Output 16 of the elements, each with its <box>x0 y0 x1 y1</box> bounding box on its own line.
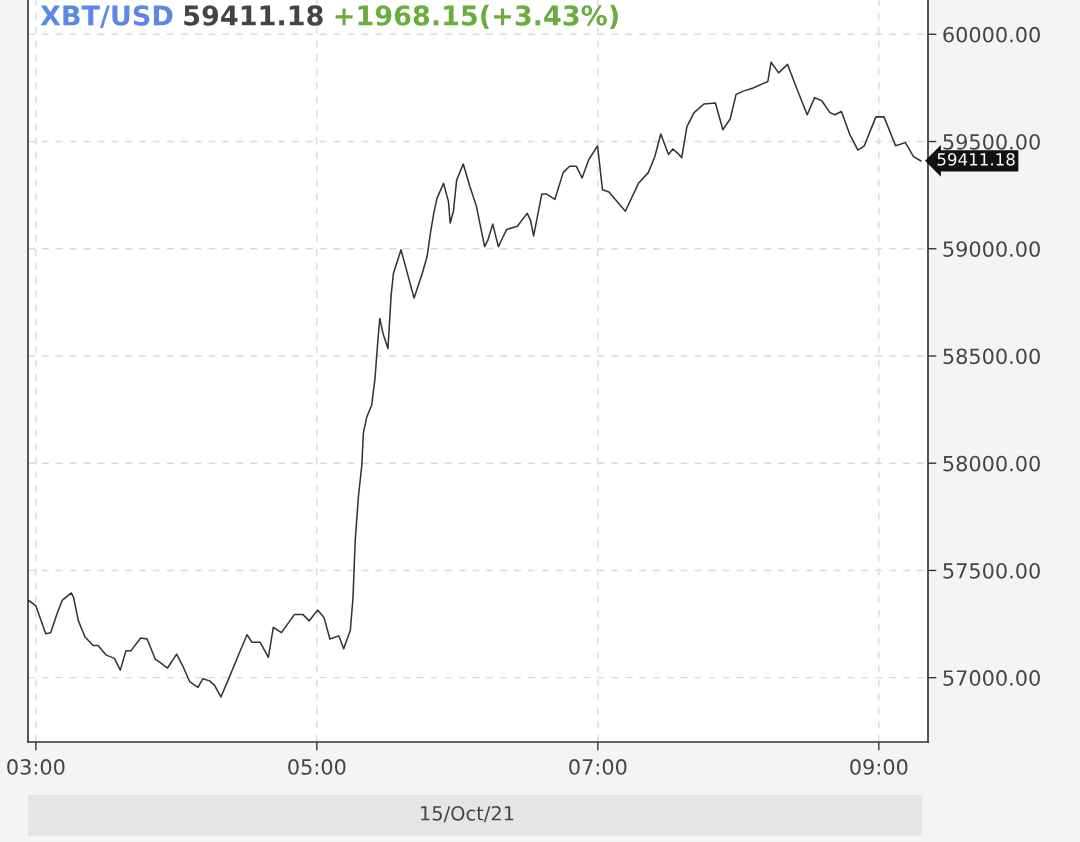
x-axis-title: 15/Oct/21 <box>421 805 514 823</box>
x-tick-label: 03:00 <box>7 759 65 775</box>
chart-title: XBT/USD <box>40 5 173 28</box>
x-tick-label: 07:00 <box>569 759 627 775</box>
y-tick-label: 57000.00 <box>943 670 1040 686</box>
y-tick-label: 58500.00 <box>943 348 1040 365</box>
y-tick-label: 58000.00 <box>943 455 1040 472</box>
y-tick-label: 57500.00 <box>943 562 1040 579</box>
annotation: 59411.18 <box>184 5 323 26</box>
y-tick-label: 60000.00 <box>943 26 1040 43</box>
x-tick-label: 05:00 <box>288 759 346 775</box>
y-tick-label: 59000.00 <box>943 241 1040 257</box>
text: 59411.18 <box>937 153 1015 166</box>
x-tick-label: 09:00 <box>850 759 908 775</box>
y-tick-label: 59500.00 <box>943 133 1040 150</box>
annotation: +1968.15(+3.43%) <box>335 4 618 29</box>
